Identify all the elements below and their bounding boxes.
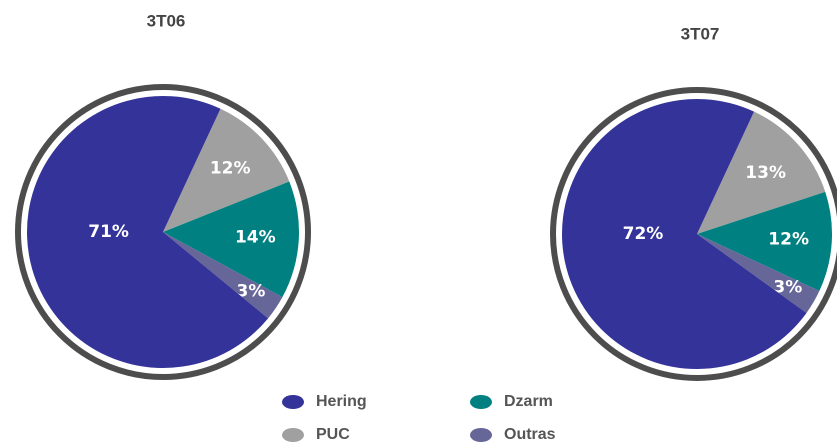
legend-marker bbox=[470, 395, 492, 409]
data-label: 13% bbox=[745, 163, 786, 183]
pie-slice bbox=[697, 191, 832, 292]
pie-ring bbox=[550, 87, 837, 381]
legend-marker bbox=[282, 395, 304, 409]
legend-marker bbox=[470, 428, 492, 442]
pie-ring bbox=[15, 84, 311, 380]
pie-slice bbox=[27, 96, 269, 369]
legend-label: Dzarm bbox=[504, 393, 553, 410]
data-label: 12% bbox=[210, 158, 251, 178]
chart-title: 3T06 bbox=[147, 11, 186, 30]
chart-title: 3T07 bbox=[681, 24, 720, 43]
pie-slice bbox=[697, 111, 826, 234]
data-label: 72% bbox=[623, 224, 664, 244]
pie-slice bbox=[163, 181, 299, 298]
pie-slice bbox=[697, 234, 820, 313]
pie-slice bbox=[163, 232, 283, 319]
pie-slice bbox=[163, 108, 290, 232]
data-label: 3% bbox=[773, 277, 802, 297]
legend-label: PUC bbox=[316, 426, 350, 443]
legend-label: Hering bbox=[316, 393, 367, 410]
data-label: 71% bbox=[88, 222, 129, 242]
data-label: 12% bbox=[768, 229, 809, 249]
pie-slice bbox=[562, 98, 807, 369]
legend-marker bbox=[282, 428, 304, 442]
data-label: 14% bbox=[235, 227, 276, 247]
data-label: 3% bbox=[237, 281, 266, 301]
legend-label: Outras bbox=[504, 426, 556, 443]
